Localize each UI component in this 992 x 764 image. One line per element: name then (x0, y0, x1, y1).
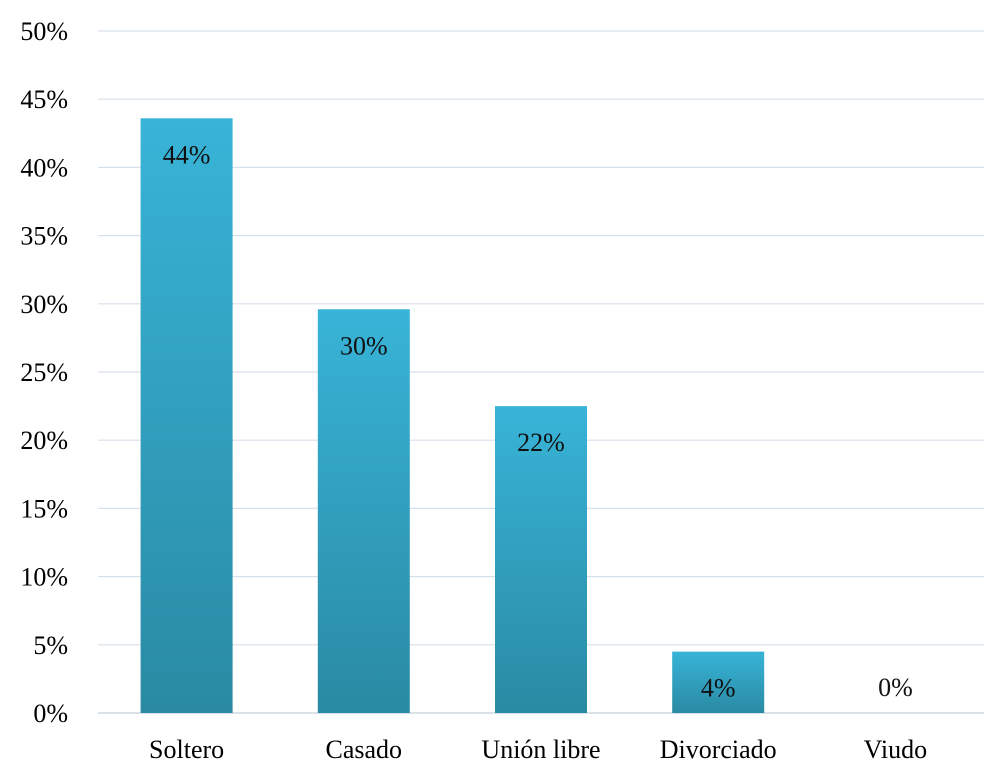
y-tick-label: 0% (33, 699, 68, 728)
y-tick-label: 15% (20, 494, 68, 523)
y-tick-label: 45% (20, 85, 68, 114)
bar-uni-n-libre (495, 406, 587, 713)
bar-divorciado (672, 651, 765, 713)
y-axis-tick-labels: 0% 5% 10% 15% 20% 25% 30% 35% 40% 45% 50% (20, 17, 68, 728)
bars (140, 118, 765, 713)
y-tick-label: 5% (33, 631, 68, 660)
data-label: 0% (878, 673, 913, 702)
x-tick-label: Soltero (149, 735, 224, 764)
y-tick-label: 35% (20, 222, 68, 251)
x-tick-label: Unión libre (481, 735, 600, 764)
y-tick-label: 50% (20, 17, 68, 46)
bar-soltero (140, 118, 233, 713)
y-tick-label: 40% (20, 153, 68, 182)
x-tick-label: Casado (326, 735, 403, 764)
data-label: 4% (701, 674, 736, 703)
y-tick-label: 10% (20, 563, 68, 592)
y-tick-label: 20% (20, 426, 68, 455)
data-labels: 44% 30% 22% 4% 0% (163, 140, 913, 702)
x-axis-tick-labels: Soltero Casado Unión libre Divorciado Viudo (149, 735, 927, 764)
data-label: 30% (340, 331, 388, 360)
y-tick-label: 25% (20, 358, 68, 387)
x-tick-label: Viudo (864, 735, 927, 764)
data-label: 22% (517, 428, 565, 457)
data-label: 44% (163, 140, 211, 169)
bar-casado (317, 309, 410, 713)
y-tick-label: 30% (20, 290, 68, 319)
x-tick-label: Divorciado (660, 735, 777, 764)
